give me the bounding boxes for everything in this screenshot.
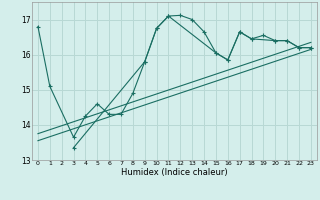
X-axis label: Humidex (Indice chaleur): Humidex (Indice chaleur) [121,168,228,177]
